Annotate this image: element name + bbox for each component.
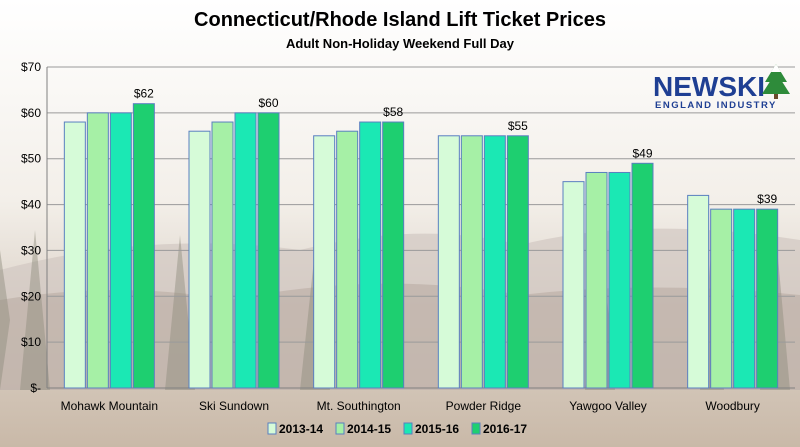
- bar: [211, 121, 234, 389]
- data-label: $58: [383, 105, 403, 119]
- legend-label: 2015-16: [415, 422, 459, 436]
- y-tick-label: $40: [21, 198, 41, 212]
- data-label: $49: [632, 146, 652, 160]
- x-tick-label: Yawgoo Valley: [569, 399, 647, 413]
- bar: [86, 112, 109, 389]
- y-axis: $- $10 $20 $30 $40 $50 $60 $70: [21, 60, 48, 395]
- gridlines: [47, 66, 795, 389]
- bars: [63, 103, 779, 389]
- legend: 2013-14 2014-15 2015-16 2016-17: [267, 422, 527, 436]
- bar: [733, 208, 756, 389]
- bar: [234, 112, 257, 389]
- bar: [336, 130, 359, 389]
- bar: [710, 208, 733, 389]
- bar: [109, 112, 132, 389]
- bar: [506, 135, 529, 389]
- bar: [359, 121, 382, 389]
- legend-swatch: [335, 422, 345, 435]
- bar: [188, 130, 211, 389]
- x-axis: Mohawk Mountain Ski Sundown Mt. Southingto…: [61, 399, 760, 413]
- bar: [437, 135, 460, 389]
- bar: [132, 103, 155, 389]
- bar: [756, 208, 779, 389]
- bar: [313, 135, 336, 389]
- y-tick-label: $50: [21, 152, 41, 166]
- y-tick-label: $10: [21, 335, 41, 349]
- logo-main-text: NEWSKI: [653, 71, 765, 102]
- x-tick-label: Powder Ridge: [446, 399, 522, 413]
- y-tick-label: $30: [21, 243, 41, 257]
- x-tick-label: Ski Sundown: [199, 399, 269, 413]
- chart-subtitle: Adult Non-Holiday Weekend Full Day: [286, 36, 515, 51]
- y-tick-label: $70: [21, 60, 41, 74]
- x-tick-label: Mohawk Mountain: [61, 399, 158, 413]
- logo-sub-text: ENGLAND INDUSTRY: [655, 100, 777, 111]
- data-labels: $62 $60 $58 $55 $49 $39: [134, 87, 778, 206]
- bar: [460, 135, 483, 389]
- chart-title: Connecticut/Rhode Island Lift Ticket Pri…: [194, 9, 606, 31]
- bar: [483, 135, 506, 389]
- data-label: $60: [258, 96, 278, 110]
- snowy-pine-tree-icon: [762, 64, 790, 99]
- bar: [63, 121, 86, 389]
- bar: [562, 181, 585, 389]
- data-label: $39: [757, 192, 777, 206]
- legend-label: 2013-14: [279, 422, 323, 436]
- x-tick-label: Woodbury: [705, 399, 759, 413]
- bar: [631, 162, 654, 389]
- bar: [585, 171, 608, 389]
- data-label: $55: [508, 119, 528, 133]
- newski-logo: NEWSKI ENGLAND INDUSTRY: [653, 64, 790, 111]
- y-tick-label: $-: [30, 381, 41, 395]
- bar: [687, 194, 710, 389]
- legend-swatch: [403, 422, 413, 435]
- x-tick-label: Mt. Southington: [317, 399, 401, 413]
- y-tick-label: $60: [21, 106, 41, 120]
- bar: [382, 121, 405, 389]
- bar: [608, 171, 631, 389]
- y-tick-label: $20: [21, 289, 41, 303]
- legend-label: 2016-17: [483, 422, 527, 436]
- legend-label: 2014-15: [347, 422, 391, 436]
- legend-swatch: [471, 422, 481, 435]
- data-label: $62: [134, 87, 154, 101]
- bar: [257, 112, 280, 389]
- legend-swatch: [267, 422, 277, 435]
